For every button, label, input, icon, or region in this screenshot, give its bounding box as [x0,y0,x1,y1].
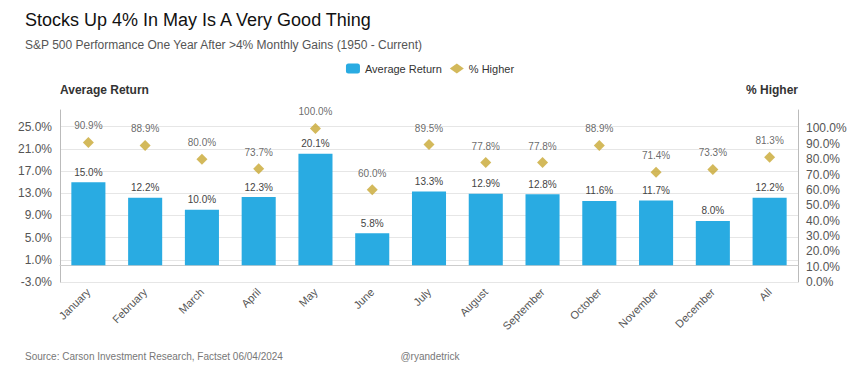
svg-text:February: February [110,285,150,325]
svg-text:60.0%: 60.0% [358,168,386,179]
svg-text:11.6%: 11.6% [585,185,613,196]
svg-text:88.9%: 88.9% [131,123,159,134]
svg-text:21.0%: 21.0% [18,142,52,156]
svg-text:December: December [673,286,718,331]
svg-text:Average Return: Average Return [60,83,149,97]
svg-text:5.0%: 5.0% [25,231,53,245]
svg-text:80.0%: 80.0% [806,152,840,166]
svg-text:November: November [616,286,661,331]
svg-text:October: October [567,286,603,322]
svg-text:100.0%: 100.0% [299,106,333,117]
svg-text:September: September [500,286,547,333]
svg-text:17.0%: 17.0% [18,164,52,178]
svg-text:January: January [56,285,92,321]
svg-text:77.8%: 77.8% [472,141,500,152]
svg-text:20.0%: 20.0% [806,244,840,258]
svg-text:@ryandetrick: @ryandetrick [400,351,460,362]
svg-text:25.0%: 25.0% [18,120,52,134]
svg-text:-3.0%: -3.0% [21,275,53,289]
svg-text:Stocks Up 4% In May Is A Very: Stocks Up 4% In May Is A Very Good Thing [25,10,371,30]
svg-text:11.7%: 11.7% [642,185,670,196]
svg-text:60.0%: 60.0% [806,183,840,197]
svg-text:0.0%: 0.0% [806,275,834,289]
svg-text:73.7%: 73.7% [245,147,273,158]
svg-text:88.9%: 88.9% [585,123,613,134]
svg-text:100.0%: 100.0% [806,121,847,135]
svg-text:12.3%: 12.3% [245,182,273,193]
svg-text:10.0%: 10.0% [188,194,216,205]
svg-text:77.8%: 77.8% [528,141,556,152]
svg-text:80.0%: 80.0% [188,137,216,148]
svg-text:June: June [351,286,376,311]
svg-text:Source: Carson Investment Rese: Source: Carson Investment Research, Fact… [25,351,283,362]
svg-text:March: March [176,286,206,316]
svg-text:All: All [757,286,774,303]
svg-text:73.3%: 73.3% [699,147,727,158]
svg-text:August: August [457,286,490,319]
svg-text:20.1%: 20.1% [301,138,329,149]
svg-text:81.3%: 81.3% [755,135,783,146]
svg-text:12.9%: 12.9% [472,178,500,189]
svg-text:89.5%: 89.5% [415,123,443,134]
svg-text:13.3%: 13.3% [415,176,443,187]
svg-text:8.0%: 8.0% [701,205,724,216]
svg-text:15.0%: 15.0% [74,167,102,178]
svg-text:S&P 500 Performance One Year A: S&P 500 Performance One Year After >4% M… [25,38,422,52]
svg-text:% Higher: % Higher [469,63,515,75]
svg-text:90.9%: 90.9% [74,120,102,131]
svg-text:40.0%: 40.0% [806,214,840,228]
svg-text:April: April [239,286,263,310]
svg-text:12.2%: 12.2% [131,182,159,193]
svg-text:Average Return: Average Return [365,63,442,75]
svg-text:30.0%: 30.0% [806,229,840,243]
svg-text:9.0%: 9.0% [25,208,53,222]
svg-text:May: May [297,285,321,309]
svg-text:1.0%: 1.0% [25,253,53,267]
svg-text:90.0%: 90.0% [806,137,840,151]
svg-text:10.0%: 10.0% [806,260,840,274]
svg-text:July: July [411,285,434,308]
svg-text:71.4%: 71.4% [642,150,670,161]
svg-text:5.8%: 5.8% [361,218,384,229]
svg-text:12.8%: 12.8% [528,179,556,190]
svg-text:50.0%: 50.0% [806,198,840,212]
svg-text:% Higher: % Higher [746,83,798,97]
svg-text:70.0%: 70.0% [806,168,840,182]
svg-text:13.0%: 13.0% [18,186,52,200]
svg-text:12.2%: 12.2% [755,182,783,193]
